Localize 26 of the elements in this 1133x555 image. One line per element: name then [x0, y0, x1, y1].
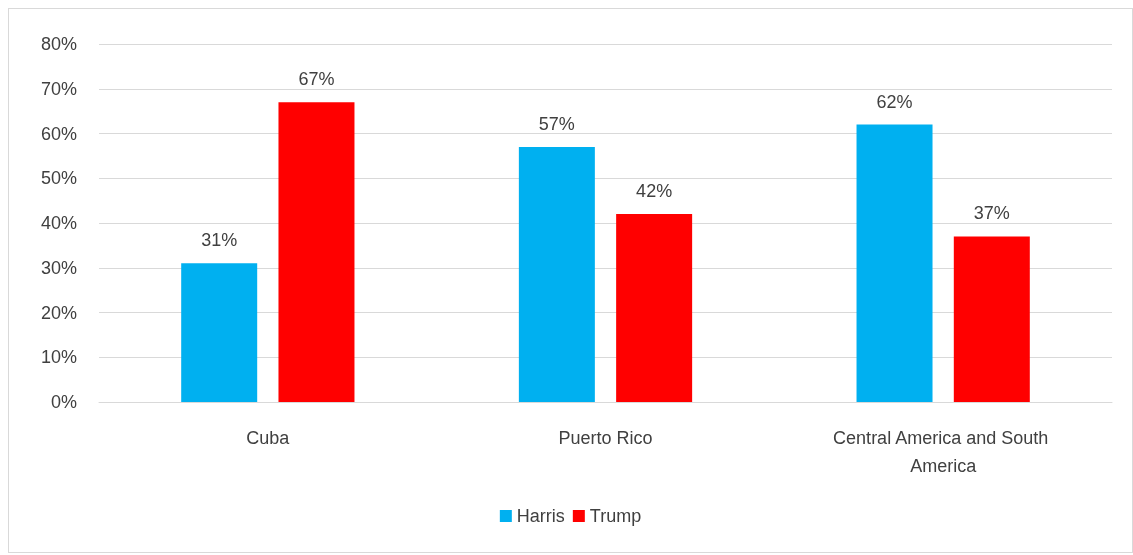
y-tick-label: 80% [40, 34, 77, 54]
data-label: 62% [876, 91, 913, 112]
bar [856, 124, 933, 402]
x-tick-label: Central America and South America [833, 428, 1054, 476]
data-label: 37% [973, 203, 1010, 224]
y-tick-label: 20% [40, 302, 77, 323]
y-tick-label: 50% [40, 168, 77, 189]
bar [953, 236, 1030, 402]
bar [181, 263, 258, 402]
bar [616, 214, 693, 402]
bar [278, 102, 355, 402]
y-tick-label: 0% [50, 392, 77, 412]
data-label: 67% [298, 69, 335, 90]
y-tick-label: 40% [40, 213, 77, 233]
data-label: 31% [201, 230, 238, 251]
y-tick-label: 30% [40, 257, 77, 278]
data-label: 57% [538, 113, 575, 134]
y-tick-label: 60% [40, 123, 77, 144]
y-tick-label: 70% [40, 78, 77, 99]
x-tick-label: Cuba [246, 428, 291, 448]
bar [518, 146, 595, 402]
legend-label: Trump [589, 506, 642, 526]
data-label: 42% [636, 181, 673, 202]
x-tick-label: Puerto Rico [558, 428, 653, 448]
legend-label: Harris [516, 506, 565, 526]
y-tick-label: 10% [40, 347, 77, 368]
